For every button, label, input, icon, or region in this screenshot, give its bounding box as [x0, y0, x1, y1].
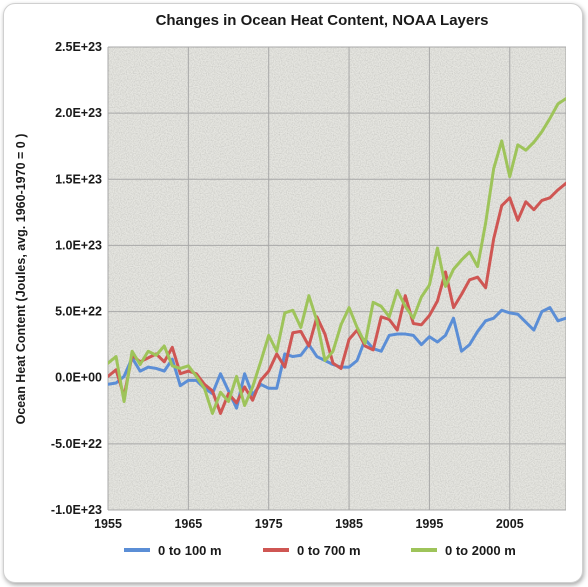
y-tick-label: 5.0E+22: [55, 305, 102, 319]
y-tick-label: 0.0E+00: [55, 371, 102, 385]
x-tick-label: 1965: [174, 517, 202, 531]
y-axis-ticks: 2.5E+23 2.0E+23 1.5E+23 1.0E+23 5.0E+22 0.0E+…: [51, 40, 102, 517]
y-tick-label: -5.0E+22: [51, 437, 102, 451]
x-tick-label: 1975: [255, 517, 283, 531]
legend-label: 0 to 100 m: [158, 543, 222, 558]
x-tick-label: 2005: [496, 517, 524, 531]
chart-svg: Changes in Ocean Heat Content, NOAA Laye…: [14, 12, 567, 558]
y-tick-label: 1.5E+23: [55, 172, 102, 186]
y-tick-label: 1.0E+23: [55, 238, 102, 252]
legend: 0 to 100 m 0 to 700 m 0 to 2000 m: [124, 543, 516, 558]
chart-frame: Changes in Ocean Heat Content, NOAA Laye…: [3, 3, 583, 583]
chart-title: Changes in Ocean Heat Content, NOAA Laye…: [156, 12, 489, 29]
x-tick-label: 1995: [415, 517, 443, 531]
y-tick-label: 2.0E+23: [55, 106, 102, 120]
y-axis-label: Ocean Heat Content (Joules, avg. 1960-19…: [14, 134, 28, 425]
y-tick-label: -1.0E+23: [51, 503, 102, 517]
y-tick-label: 2.5E+23: [55, 40, 102, 54]
series-line-0-to-700-m: [108, 181, 566, 415]
x-tick-label: 1955: [94, 517, 122, 531]
plot-background: [107, 46, 567, 511]
series-lines: [108, 97, 566, 415]
legend-label: 0 to 2000 m: [445, 543, 516, 558]
series-line-0-to-2000-m: [108, 97, 566, 415]
legend-label: 0 to 700 m: [297, 543, 361, 558]
x-tick-label: 1985: [335, 517, 363, 531]
x-axis-ticks: 1955 1965 1975 1985 1995 2005: [94, 517, 524, 531]
